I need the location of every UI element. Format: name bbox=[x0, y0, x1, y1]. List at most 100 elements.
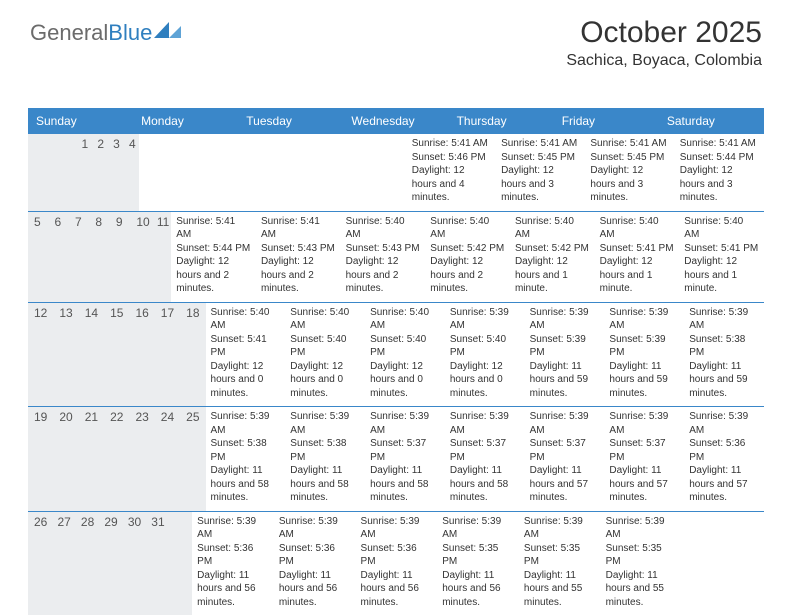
weekday-header-cell: Thursday bbox=[449, 108, 554, 134]
day-number: 13 bbox=[53, 303, 78, 407]
sunset-text: Sunset: 5:35 PM bbox=[524, 542, 596, 569]
calendar-weeks: 1234 Sunrise: 5:41 AM Sunset: 5:46 PM Dayli… bbox=[28, 134, 764, 615]
sunset-text: Sunset: 5:42 PM bbox=[430, 242, 505, 256]
daylight-text: Daylight: 12 hours and 2 minutes. bbox=[430, 255, 505, 296]
sunrise-text: Sunrise: 5:39 AM bbox=[689, 306, 759, 333]
sunset-text: Sunset: 5:41 PM bbox=[684, 242, 759, 256]
daylight-text: Daylight: 12 hours and 0 minutes. bbox=[450, 360, 520, 401]
sunrise-text: Sunrise: 5:39 AM bbox=[689, 410, 759, 437]
day-cell: Sunrise: 5:39 AMSunset: 5:35 PMDaylight:… bbox=[519, 512, 601, 615]
day-cell: Sunrise: 5:40 AMSunset: 5:41 PMDaylight:… bbox=[679, 212, 764, 302]
sunset-text: Sunset: 5:38 PM bbox=[689, 333, 759, 360]
day-number: 24 bbox=[155, 407, 180, 511]
day-cell: Sunrise: 5:40 AMSunset: 5:43 PMDaylight:… bbox=[341, 212, 426, 302]
day-number-row: 262728293031 bbox=[28, 512, 192, 615]
sunrise-text: Sunrise: 5:39 AM bbox=[524, 515, 596, 542]
day-number: 25 bbox=[180, 407, 205, 511]
daylight-text: Daylight: 12 hours and 3 minutes. bbox=[501, 164, 580, 205]
sunset-text: Sunset: 5:40 PM bbox=[290, 333, 360, 360]
day-cell: Sunrise: 5:41 AMSunset: 5:44 PMDaylight:… bbox=[675, 134, 764, 211]
day-number: 5 bbox=[28, 212, 48, 302]
day-cell: Sunrise: 5:39 AMSunset: 5:35 PMDaylight:… bbox=[601, 512, 683, 615]
day-number: 9 bbox=[110, 212, 130, 302]
day-cell: Sunrise: 5:39 AMSunset: 5:37 PMDaylight:… bbox=[604, 407, 684, 511]
day-number: 30 bbox=[122, 512, 145, 615]
day-body-row: Sunrise: 5:39 AMSunset: 5:36 PMDaylight:… bbox=[192, 512, 764, 615]
daylight-text: Daylight: 11 hours and 59 minutes. bbox=[689, 360, 759, 401]
sunset-text: Sunset: 5:41 PM bbox=[600, 242, 675, 256]
day-number: 22 bbox=[104, 407, 129, 511]
brand-sails-icon bbox=[154, 16, 184, 38]
day-number: 2 bbox=[91, 134, 107, 211]
sunrise-text: Sunrise: 5:39 AM bbox=[442, 515, 514, 542]
daylight-text: Daylight: 12 hours and 0 minutes. bbox=[370, 360, 440, 401]
day-cell: Sunrise: 5:39 AMSunset: 5:36 PMDaylight:… bbox=[274, 512, 356, 615]
sunset-text: Sunset: 5:38 PM bbox=[290, 437, 360, 464]
sunrise-text: Sunrise: 5:39 AM bbox=[197, 515, 269, 542]
day-cell bbox=[317, 134, 406, 211]
sunset-text: Sunset: 5:36 PM bbox=[279, 542, 351, 569]
day-number: 10 bbox=[130, 212, 150, 302]
sunset-text: Sunset: 5:46 PM bbox=[412, 151, 491, 165]
sunrise-text: Sunrise: 5:39 AM bbox=[609, 306, 679, 333]
sunrise-text: Sunrise: 5:39 AM bbox=[370, 410, 440, 437]
day-number-row: 1234 bbox=[28, 134, 139, 211]
brand-logo: GeneralBlue bbox=[30, 20, 184, 46]
daylight-text: Daylight: 11 hours and 56 minutes. bbox=[361, 569, 433, 610]
day-number bbox=[169, 512, 192, 615]
sunrise-text: Sunrise: 5:39 AM bbox=[530, 410, 600, 437]
sunset-text: Sunset: 5:41 PM bbox=[211, 333, 281, 360]
sunrise-text: Sunrise: 5:40 AM bbox=[290, 306, 360, 333]
day-cell: Sunrise: 5:39 AMSunset: 5:39 PMDaylight:… bbox=[604, 303, 684, 407]
sunrise-text: Sunrise: 5:41 AM bbox=[176, 215, 251, 242]
daylight-text: Daylight: 11 hours and 59 minutes. bbox=[609, 360, 679, 401]
sunset-text: Sunset: 5:37 PM bbox=[370, 437, 440, 464]
day-cell: Sunrise: 5:41 AMSunset: 5:43 PMDaylight:… bbox=[256, 212, 341, 302]
brand-text-blue: Blue bbox=[108, 20, 152, 46]
day-body-row: Sunrise: 5:41 AM Sunset: 5:46 PM Daylight:… bbox=[139, 134, 764, 211]
day-cell: Sunrise: 5:39 AMSunset: 5:38 PMDaylight:… bbox=[206, 407, 286, 511]
sunset-text: Sunset: 5:40 PM bbox=[450, 333, 520, 360]
sunrise-text: Sunrise: 5:41 AM bbox=[680, 137, 759, 151]
sunrise-text: Sunrise: 5:39 AM bbox=[211, 410, 281, 437]
day-body-row: Sunrise: 5:40 AMSunset: 5:41 PMDaylight:… bbox=[206, 303, 764, 407]
daylight-text: Daylight: 12 hours and 2 minutes. bbox=[261, 255, 336, 296]
day-cell: Sunrise: 5:40 AMSunset: 5:40 PMDaylight:… bbox=[365, 303, 445, 407]
weekday-header-cell: Saturday bbox=[659, 108, 764, 134]
calendar-week: 12131415161718Sunrise: 5:40 AMSunset: 5:… bbox=[28, 303, 764, 408]
sunrise-text: Sunrise: 5:39 AM bbox=[361, 515, 433, 542]
sunrise-text: Sunrise: 5:39 AM bbox=[450, 306, 520, 333]
calendar-week: 1234 Sunrise: 5:41 AM Sunset: 5:46 PM Dayli… bbox=[28, 134, 764, 212]
sunset-text: Sunset: 5:36 PM bbox=[361, 542, 433, 569]
daylight-text: Daylight: 11 hours and 57 minutes. bbox=[609, 464, 679, 505]
daylight-text: Daylight: 11 hours and 55 minutes. bbox=[524, 569, 596, 610]
day-body-row: Sunrise: 5:41 AMSunset: 5:44 PM Daylight:… bbox=[171, 212, 764, 302]
day-number: 11 bbox=[151, 212, 171, 302]
page-subtitle: Sachica, Boyaca, Colombia bbox=[566, 52, 762, 70]
day-cell: Sunrise: 5:39 AMSunset: 5:37 PMDaylight:… bbox=[365, 407, 445, 511]
daylight-text: Daylight: 11 hours and 57 minutes. bbox=[530, 464, 600, 505]
sunrise-text: Sunrise: 5:40 AM bbox=[370, 306, 440, 333]
day-number: 3 bbox=[107, 134, 123, 211]
sunset-text: Sunset: 5:35 PM bbox=[442, 542, 514, 569]
daylight-text: Daylight: 12 hours and 0 minutes. bbox=[211, 360, 281, 401]
sunrise-text: Sunrise: 5:40 AM bbox=[515, 215, 590, 242]
day-number: 20 bbox=[53, 407, 78, 511]
sunset-text: Sunset: 5:40 PM bbox=[370, 333, 440, 360]
calendar-grid: SundayMondayTuesdayWednesdayThursdayFrid… bbox=[28, 108, 764, 615]
sunset-text: Sunset: 5:36 PM bbox=[197, 542, 269, 569]
day-number: 19 bbox=[28, 407, 53, 511]
day-cell: Sunrise: 5:41 AMSunset: 5:45 PMDaylight:… bbox=[496, 134, 585, 211]
page-title: October 2025 bbox=[566, 16, 762, 50]
weekday-header-row: SundayMondayTuesdayWednesdayThursdayFrid… bbox=[28, 108, 764, 134]
day-number: 14 bbox=[79, 303, 104, 407]
daylight-text: Daylight: 11 hours and 58 minutes. bbox=[290, 464, 360, 505]
sunrise-text: Sunrise: 5:39 AM bbox=[606, 515, 678, 542]
sunset-text: Sunset: 5:44 PM bbox=[176, 242, 251, 256]
day-cell: Sunrise: 5:39 AMSunset: 5:39 PMDaylight:… bbox=[525, 303, 605, 407]
day-number: 15 bbox=[104, 303, 129, 407]
day-cell: Sunrise: 5:39 AMSunset: 5:40 PMDaylight:… bbox=[445, 303, 525, 407]
sunset-text: Sunset: 5:44 PM bbox=[680, 151, 759, 165]
sunrise-text: Sunrise: 5:39 AM bbox=[450, 410, 520, 437]
day-cell: Sunrise: 5:40 AMSunset: 5:41 PMDaylight:… bbox=[206, 303, 286, 407]
